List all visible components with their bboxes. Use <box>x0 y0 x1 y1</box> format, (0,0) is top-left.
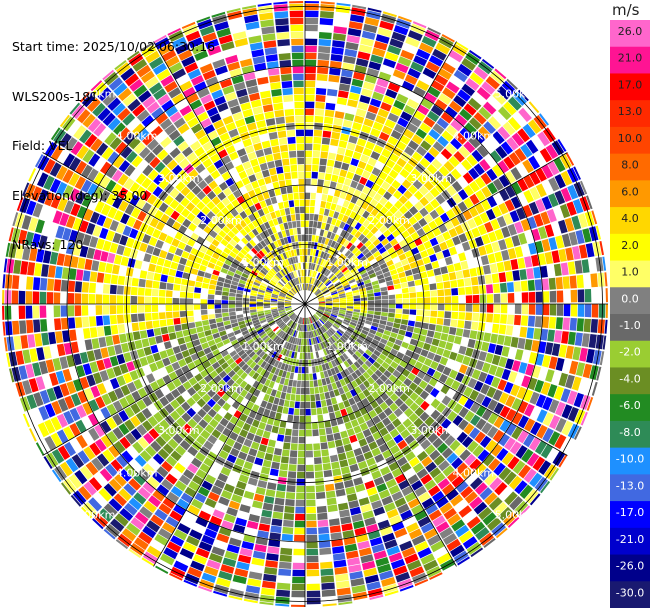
colorbar-segment <box>610 420 650 449</box>
azimuth-spoke <box>42 303 306 456</box>
range-ring-label: 2.00km <box>200 382 242 395</box>
colorbar-tick-label: -17.0 <box>616 506 644 519</box>
colorbar-tick-label: -6.0 <box>619 399 640 412</box>
colorbar-segment <box>610 73 650 101</box>
azimuth-spoke <box>304 303 568 456</box>
colorbar-segment <box>610 314 650 342</box>
range-ring-label: 1.00km <box>326 340 368 353</box>
colorbar-segment <box>610 527 650 556</box>
colorbar-tick-label: 4.0 <box>621 212 639 225</box>
velocity-gate-group <box>2 17 604 589</box>
range-ring-label: 2.00km <box>368 214 410 227</box>
colorbar-tick-label: -13.0 <box>616 479 644 492</box>
scan-info-panel: Start time: 2025/10/02 06:30:16 WLS200s-… <box>12 6 215 270</box>
colorbar-segment <box>610 287 650 315</box>
azimuth-spoke <box>304 303 457 567</box>
range-ring-label: 3.00km <box>158 424 200 437</box>
range-ring-label: 4.00km <box>453 130 495 143</box>
colorbar-segment <box>610 394 650 422</box>
colorbar-segment <box>610 207 650 235</box>
colorbar-segment <box>610 474 650 502</box>
range-ring-label: 4.00km <box>116 466 158 479</box>
colorbar-segment <box>610 367 650 395</box>
colorbar-tick-label: -4.0 <box>619 372 640 385</box>
colorbar-tick-label: -2.0 <box>619 346 640 359</box>
velocity-gate-group <box>8 11 592 591</box>
velocity-gate-group <box>19 13 602 598</box>
azimuth-spoke <box>42 152 306 305</box>
range-ring-label: 3.00km <box>410 424 452 437</box>
range-ring-label: 4.00km <box>453 466 495 479</box>
colorbar-segment <box>610 126 650 155</box>
colorbar-tick-label: 8.0 <box>621 159 639 172</box>
nrays-text: NRays: 120 <box>12 237 84 252</box>
elevation-text: Elevation(deg): 35.00 <box>12 187 148 203</box>
colorbar-tick-label: -1.0 <box>619 319 640 332</box>
colorbar-segment <box>610 447 650 475</box>
colorbar-tick-label: 6.0 <box>621 185 639 198</box>
colorbar-segment <box>610 554 650 582</box>
velocity-gate-group <box>2 7 591 598</box>
colorbar-tick-label: 21.0 <box>618 52 643 65</box>
colorbar-tick-label: -10.0 <box>616 453 644 466</box>
colorbar-unit-label: m/s <box>612 1 640 19</box>
start-time-text: Start time: 2025/10/02 06:30:16 <box>12 39 216 54</box>
range-ring-label: 5.00km <box>495 508 537 521</box>
velocity-gate-group <box>18 7 608 585</box>
azimuth-spoke <box>153 303 306 567</box>
range-ring-label: 3.00km <box>158 172 200 185</box>
colorbar-segment <box>610 180 650 208</box>
colorbar-segment <box>610 340 650 368</box>
colorbar-tick-label: -30.0 <box>616 586 644 599</box>
range-ring-label: 5.00km <box>74 508 116 521</box>
instrument-text: WLS200s-181 <box>12 88 98 104</box>
range-ring-label: 1.00km <box>242 340 284 353</box>
velocity-colorbar: 26.0 21.0 17.0 13.0 10.0 8.0 6.0 4.0 2.0 1.0 0.0 -1… <box>610 20 650 608</box>
range-ring-label: 5.00km <box>74 88 116 101</box>
colorbar-segment <box>610 233 650 262</box>
colorbar-segment <box>610 153 650 181</box>
colorbar-segment <box>610 581 650 608</box>
range-ring-label: 4.00km <box>116 130 158 143</box>
range-ring-label: 5.00km <box>495 88 537 101</box>
colorbar-segment <box>610 20 650 48</box>
colorbar-tick-label: 13.0 <box>618 105 643 118</box>
colorbar-tick-label: -26.0 <box>616 560 644 573</box>
colorbar-tick-label: 0.0 <box>621 292 639 305</box>
colorbar-segment <box>610 260 650 288</box>
colorbar-tick-label: 17.0 <box>618 78 643 91</box>
colorbar-tick-label: -8.0 <box>619 426 640 439</box>
field-text: Field: VEL <box>12 138 73 153</box>
range-ring-label: 2.00km <box>200 214 242 227</box>
azimuth-spoke <box>304 152 568 305</box>
ppi-velocity-gates <box>2 1 609 607</box>
colorbar-tick-label: 2.0 <box>621 239 639 252</box>
colorbar-tick-label: 26.0 <box>618 25 643 38</box>
range-ring-label: 1.00km <box>326 256 368 269</box>
colorbar-segment <box>610 100 650 128</box>
azimuth-spokes <box>2 1 608 607</box>
range-ring-labels: 1.00km 1.00km 1.00km 1.00km 2.00km 2.00km 2.00… <box>74 88 536 522</box>
azimuth-spoke <box>304 41 457 305</box>
range-ring-label: 2.00km <box>368 382 410 395</box>
range-ring-label: 3.00km <box>410 172 452 185</box>
velocity-gate-group <box>6 5 601 604</box>
colorbar-segment <box>610 46 650 74</box>
colorbar-tick-label: 10.0 <box>618 132 643 145</box>
colorbar-tick-label: -21.0 <box>616 533 644 546</box>
range-ring-label: 1.00km <box>242 256 284 269</box>
velocity-gate-group <box>2 3 582 607</box>
velocity-gate-group <box>13 5 605 594</box>
colorbar-tick-label: 1.0 <box>621 266 639 279</box>
azimuth-spoke <box>153 41 306 305</box>
colorbar-segment <box>610 501 650 529</box>
